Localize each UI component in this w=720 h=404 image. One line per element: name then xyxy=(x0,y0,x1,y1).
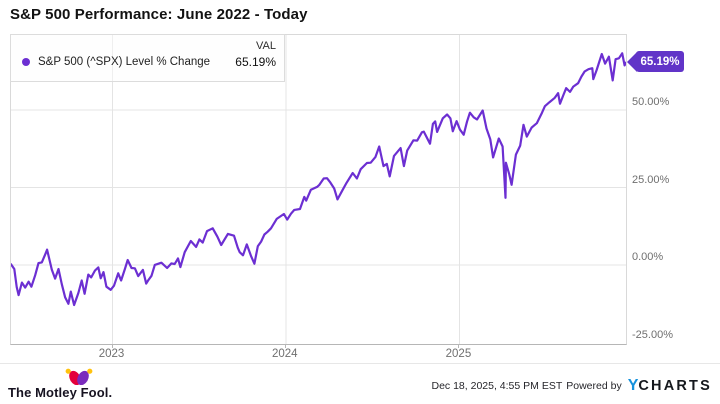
chart-title: S&P 500 Performance: June 2022 - Today xyxy=(10,6,308,23)
performance-line-chart xyxy=(11,35,626,344)
sp500-line xyxy=(11,52,626,307)
last-value-badge: 65.19% xyxy=(627,51,684,73)
legend-val-header: VAL xyxy=(256,40,276,52)
series-color-dot-icon xyxy=(22,58,30,66)
y-axis-label: -25.00% xyxy=(632,328,673,341)
x-axis-label: 2025 xyxy=(445,348,472,360)
x-axis-tick xyxy=(458,344,459,348)
x-axis-tick xyxy=(285,344,286,348)
series-value: 65.19% xyxy=(235,55,276,69)
x-axis-tick xyxy=(112,344,113,348)
timestamp: Dec 18, 2025, 4:55 PM EST xyxy=(431,380,563,392)
x-axis-label: 2023 xyxy=(98,348,125,360)
footer-divider xyxy=(0,363,720,364)
jester-hat-icon xyxy=(65,368,93,385)
footer-attribution: Dec 18, 2025, 4:55 PM EST Powered by Y C… xyxy=(432,374,713,398)
badge-value: 65.19% xyxy=(636,51,684,73)
ycharts-wordmark: CHARTS xyxy=(638,378,712,394)
powered-by-label: Powered by xyxy=(566,380,622,392)
series-name: S&P 500 (^SPX) Level % Change xyxy=(38,56,211,68)
ycharts-logo: Y CHARTS xyxy=(627,377,712,395)
motley-fool-logo: The Motley Fool. xyxy=(8,366,138,400)
motley-fool-wordmark: The Motley Fool. xyxy=(8,385,113,400)
ycharts-y-mark: Y xyxy=(627,377,639,394)
plot-area xyxy=(10,34,627,345)
x-axis-label: 2024 xyxy=(271,348,298,360)
legend-row: S&P 500 (^SPX) Level % Change 65.19% xyxy=(11,52,284,69)
legend-box: VAL S&P 500 (^SPX) Level % Change 65.19% xyxy=(10,34,285,82)
y-axis-label: 0.00% xyxy=(632,251,664,264)
y-axis-label: 25.00% xyxy=(632,173,670,186)
y-axis-label: 50.00% xyxy=(632,95,670,108)
badge-arrow-icon xyxy=(627,51,637,72)
